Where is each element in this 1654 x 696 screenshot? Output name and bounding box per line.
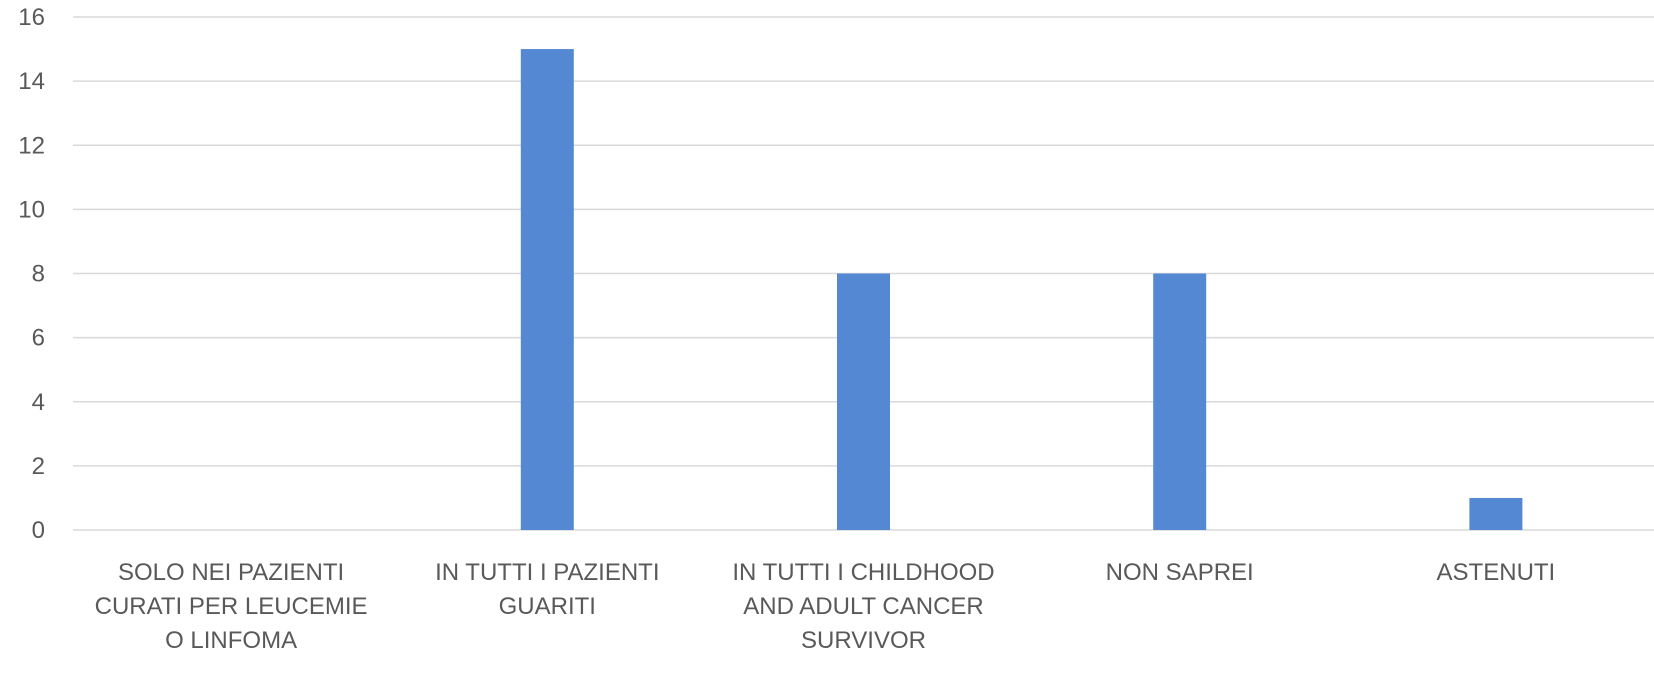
x-category-label: NON SAPREI <box>1106 559 1254 586</box>
x-category-label: SURVIVOR <box>801 627 926 654</box>
bar-1 <box>520 49 574 530</box>
bar-3 <box>1153 273 1207 530</box>
x-category-label: ASTENUTI <box>1437 559 1556 586</box>
x-category-label: SOLO NEI PAZIENTI <box>118 559 344 586</box>
y-tick-label: 12 <box>18 132 45 159</box>
x-category-label: CURATI PER LEUCEMIE <box>95 593 368 620</box>
x-category-label: IN TUTTI I CHILDHOOD <box>732 559 994 586</box>
y-tick-label: 4 <box>32 389 45 416</box>
y-tick-label: 8 <box>32 261 45 288</box>
y-tick-label: 6 <box>32 325 45 352</box>
x-category-label: GUARITI <box>499 593 596 620</box>
y-tick-label: 14 <box>18 68 45 95</box>
y-axis-ticks: 0 2 4 6 8 10 12 14 16 <box>18 4 45 544</box>
y-tick-label: 16 <box>18 4 45 31</box>
bar-2 <box>837 273 890 530</box>
x-category-label: AND ADULT CANCER <box>743 593 984 620</box>
x-category-label: O LINFOMA <box>165 627 297 654</box>
y-tick-label: 0 <box>32 517 45 544</box>
x-axis-labels: SOLO NEI PAZIENTI CURATI PER LEUCEMIE O LI… <box>95 559 1556 654</box>
x-category-label: IN TUTTI I PAZIENTI <box>435 559 659 586</box>
y-tick-label: 2 <box>32 453 45 480</box>
bar-4 <box>1469 497 1523 530</box>
bars <box>520 49 1523 530</box>
y-tick-label: 10 <box>18 196 45 223</box>
